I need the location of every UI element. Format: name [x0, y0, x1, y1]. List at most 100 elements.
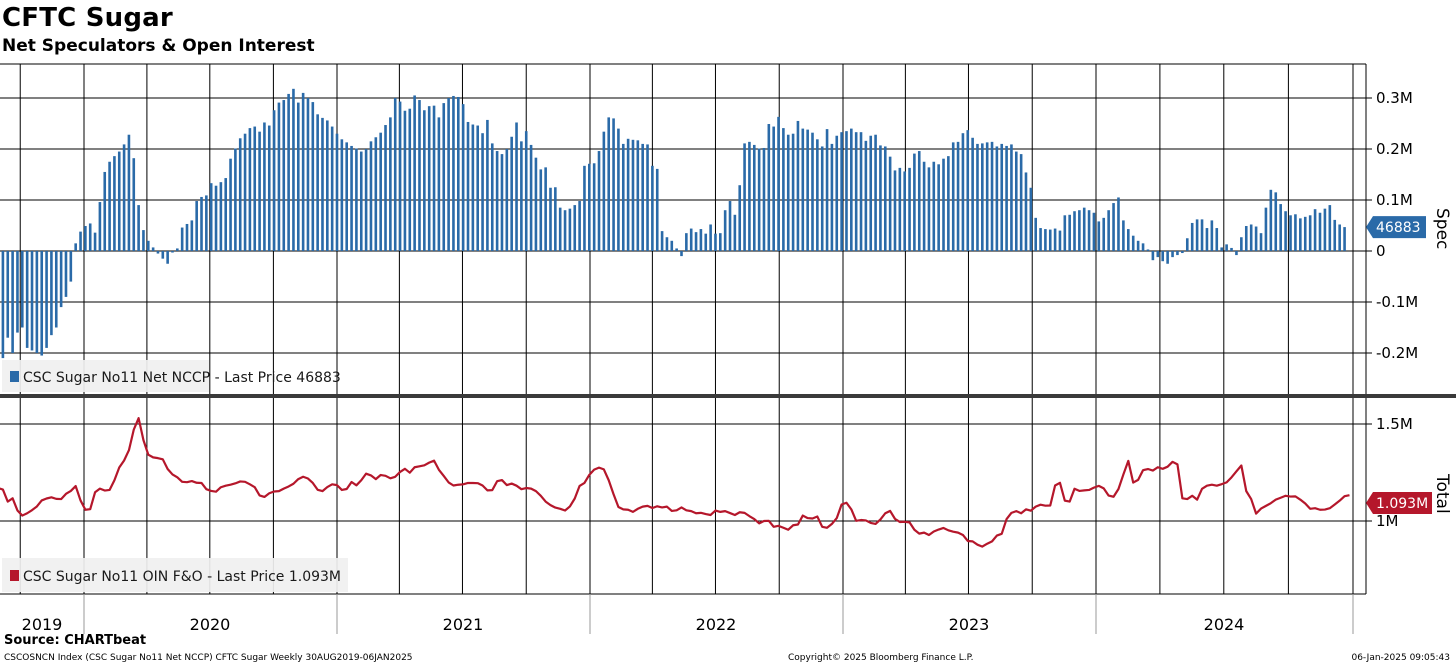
spec-bar — [1112, 203, 1115, 251]
spec-bar — [947, 156, 950, 251]
spec-bar — [127, 134, 131, 251]
spec-bar — [350, 145, 353, 251]
spec-bar — [287, 93, 290, 251]
spec-bar — [243, 133, 247, 251]
spec-bar — [1082, 207, 1086, 251]
spec-bar — [966, 130, 970, 251]
spec-bar — [1097, 221, 1101, 251]
spec-bar — [161, 251, 165, 259]
spec-bar — [156, 251, 160, 254]
spec-bar — [442, 103, 446, 251]
spec-bar — [510, 136, 513, 251]
spec-bar — [495, 151, 499, 251]
spec-bar — [132, 158, 136, 251]
spec-bar — [845, 131, 848, 251]
spec-bar — [379, 132, 382, 251]
spec-bar — [16, 251, 19, 333]
spec-bar — [524, 131, 528, 251]
spec-bar — [636, 140, 640, 251]
spec-bar — [709, 224, 712, 251]
total-legend-box — [2, 558, 348, 592]
x-year-label: 2020 — [190, 615, 231, 634]
spec-bar — [1230, 247, 1233, 251]
spec-bar — [951, 142, 955, 251]
spec-bar — [1210, 220, 1214, 251]
footer-timestamp: 06-Jan-2025 09:05:43 — [1351, 653, 1450, 663]
spec-bar — [820, 146, 824, 251]
spec-bar — [932, 161, 936, 251]
spec-bar — [685, 233, 688, 251]
spec-bar — [142, 230, 145, 251]
spec-bar — [137, 205, 140, 251]
spec-bar — [369, 141, 373, 251]
spec-bar — [995, 146, 999, 251]
spec-bar — [621, 143, 625, 251]
spec-bar — [122, 144, 126, 251]
total-last-value-text: 1.093M — [1376, 496, 1428, 512]
spec-bar — [423, 110, 426, 252]
spec-bar — [427, 106, 431, 251]
spec-bar — [384, 125, 387, 251]
spec-bar — [1333, 219, 1337, 251]
source-label: Source: CHARTbeat — [4, 633, 147, 648]
spec-bar — [772, 126, 775, 251]
spec-bar — [830, 143, 834, 251]
spec-bar — [326, 120, 329, 251]
spec-bar — [209, 183, 213, 251]
panel-divider — [0, 394, 1456, 398]
spec-bar — [1190, 222, 1194, 251]
spec-bar — [767, 124, 771, 251]
spec-bar — [1092, 212, 1096, 251]
spec-bar — [180, 227, 184, 251]
total-side-label: Total — [1432, 473, 1452, 514]
spec-bar — [816, 139, 819, 251]
x-year-label: 2022 — [696, 615, 737, 634]
spec-bar — [219, 182, 223, 251]
spec-bar — [704, 233, 708, 251]
spec-bar — [796, 120, 800, 251]
spec-bar — [1161, 251, 1165, 262]
spec-bar — [990, 141, 994, 251]
chart-title: CFTC Sugar — [2, 3, 173, 33]
spec-y-tick-label: 0 — [1376, 242, 1386, 260]
spec-bar — [1294, 214, 1297, 251]
spec-bar — [195, 201, 198, 251]
spec-bar — [330, 126, 334, 251]
spec-bar — [364, 149, 368, 251]
spec-bar — [752, 144, 756, 251]
spec-bar — [30, 251, 34, 351]
spec-bar — [1, 251, 5, 359]
spec-bar — [64, 251, 68, 297]
spec-bar — [258, 131, 261, 251]
spec-bar — [1185, 238, 1189, 251]
spec-bar — [457, 96, 460, 251]
spec-bar — [1200, 219, 1204, 251]
chart-subtitle: Net Speculators & Open Interest — [2, 36, 315, 56]
spec-bar — [854, 132, 858, 251]
spec-bar — [728, 201, 732, 251]
spec-bar — [1136, 240, 1140, 251]
total-open-interest-line — [0, 417, 1350, 548]
spec-y-tick-label: -0.1M — [1376, 293, 1418, 311]
spec-bar — [437, 117, 441, 251]
spec-bar — [1279, 204, 1282, 251]
spec-bar — [1225, 244, 1228, 251]
spec-bar — [1338, 224, 1341, 251]
spec-bar — [471, 124, 475, 251]
spec-bar — [1323, 208, 1327, 251]
spec-bar — [374, 137, 378, 251]
spec-bar — [782, 128, 785, 251]
spec-bar — [1063, 215, 1067, 251]
spec-bar — [1014, 151, 1018, 251]
spec-bar — [893, 170, 897, 251]
spec-bar — [568, 208, 572, 251]
spec-bar — [93, 232, 97, 251]
spec-bar — [408, 108, 412, 252]
spec-bar — [578, 201, 581, 251]
spec-bar — [1259, 233, 1263, 251]
spec-y-tick-label: -0.2M — [1376, 344, 1418, 362]
spec-bar — [171, 251, 174, 253]
total-y-tick-label: 1.5M — [1376, 415, 1413, 433]
spec-bar — [791, 133, 795, 251]
spec-bar — [1068, 214, 1071, 251]
